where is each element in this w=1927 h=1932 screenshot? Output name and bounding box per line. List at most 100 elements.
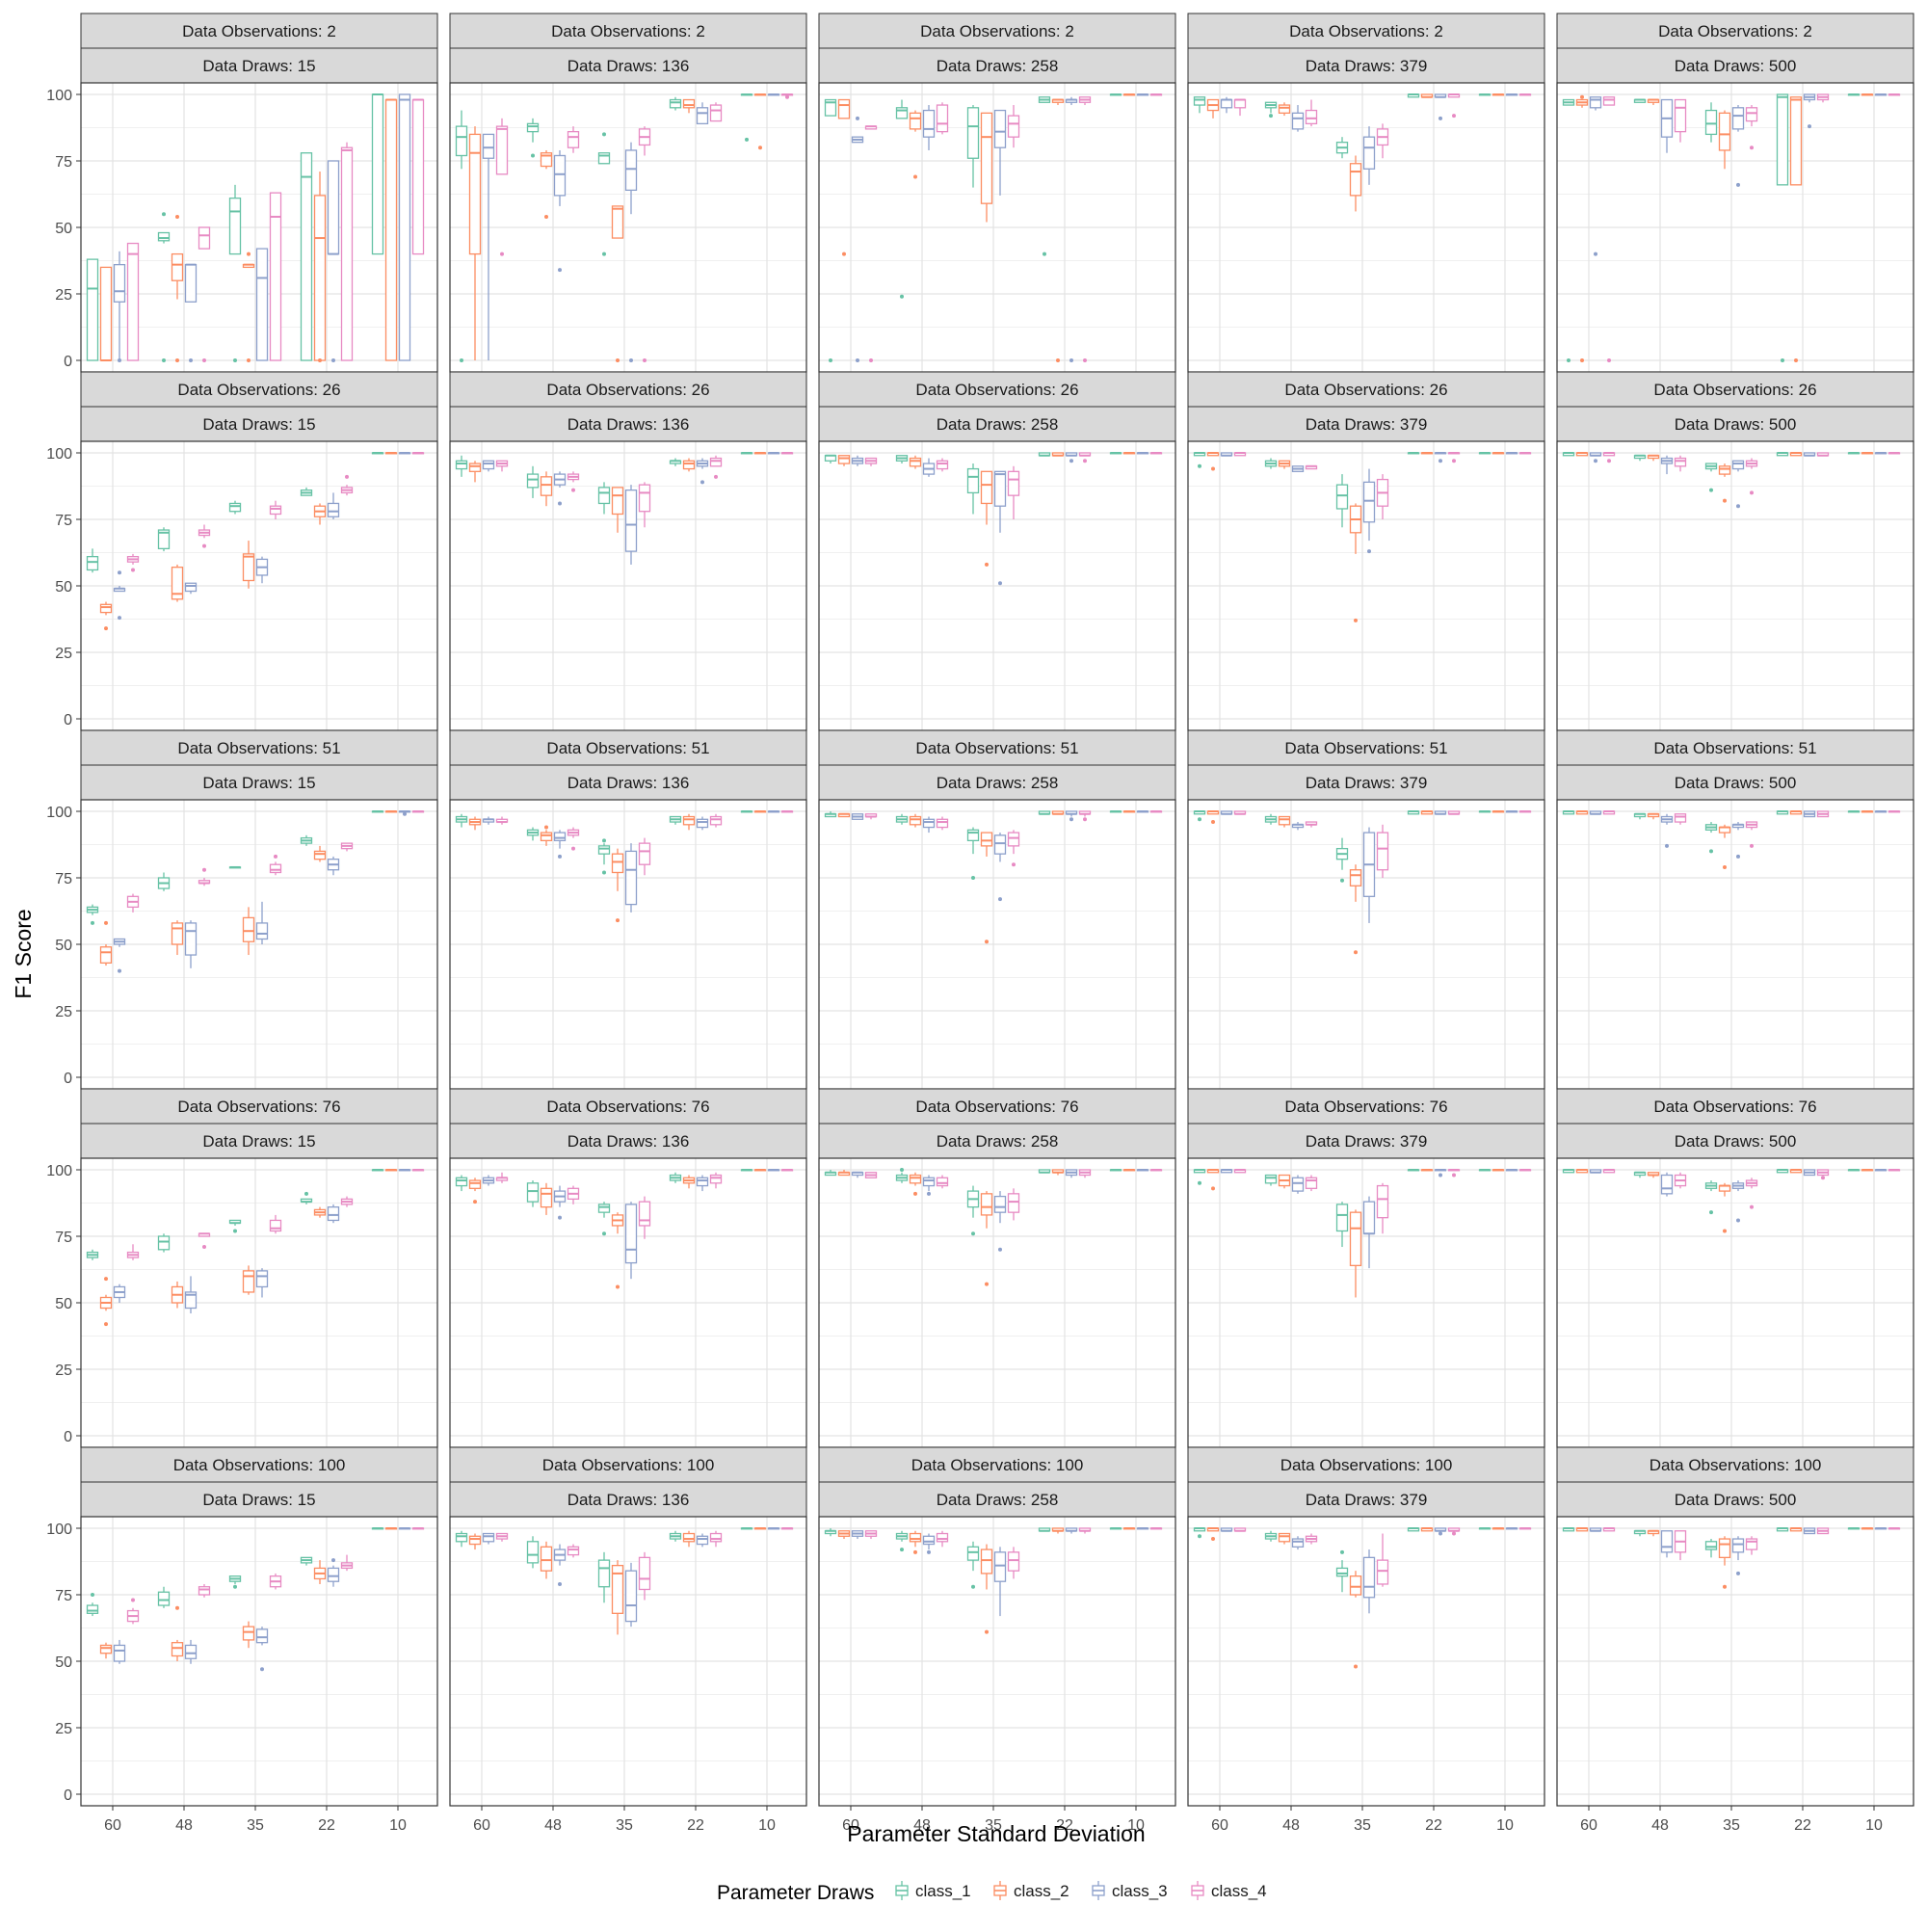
box-class_1 [300, 152, 313, 361]
box-body [993, 834, 1007, 855]
box-class_1 [86, 258, 99, 361]
x-tick-label: 22 [1056, 1817, 1073, 1834]
box-class_2 [753, 1169, 767, 1172]
box-body [1291, 112, 1305, 130]
outlier-point [202, 1245, 206, 1250]
strip-observations-label: Data Observations: 100 [542, 1456, 715, 1474]
outlier-point [616, 1284, 620, 1289]
box-class_2 [1647, 98, 1660, 106]
strip-observations [80, 1088, 438, 1125]
box-body [482, 460, 495, 470]
box-body [682, 815, 696, 826]
strip-observations-label: Data Observations: 76 [915, 1098, 1078, 1116]
box-class_3 [624, 1562, 638, 1628]
box-class_1 [86, 1249, 99, 1260]
box-class_3 [1803, 1527, 1816, 1535]
box-class_1 [1478, 93, 1491, 96]
box-class_3 [113, 570, 126, 621]
outlier-point [1269, 114, 1273, 119]
box-body [611, 853, 624, 874]
box-class_1 [669, 815, 682, 825]
strip-observations-label: Data Observations: 100 [173, 1456, 346, 1474]
outlier-point [1069, 817, 1073, 822]
box-class_3 [482, 816, 495, 825]
box-class_3 [696, 1533, 709, 1548]
strip-observations-label: Data Observations: 26 [1653, 381, 1816, 399]
box-class_2 [1718, 110, 1731, 170]
box-body [1007, 470, 1020, 496]
strip-draws [80, 1481, 438, 1518]
facet-panel: Data Observations: 26 Data Draws: 15 [80, 371, 438, 731]
outlier-point [998, 897, 1002, 902]
outlier-point [175, 358, 179, 362]
box-class_1 [371, 810, 384, 813]
box-class_1 [1193, 1527, 1206, 1539]
box-class_4 [1233, 452, 1247, 457]
box-class_1 [895, 1168, 909, 1183]
box-class_1 [1776, 452, 1789, 457]
box-body [157, 231, 171, 242]
box-class_4 [1078, 96, 1092, 362]
strip-observations [449, 13, 807, 49]
x-tick-label: 60 [1580, 1817, 1597, 1834]
box-class_4 [126, 553, 140, 572]
box-class_1 [1109, 1527, 1122, 1530]
x-tick-label: 35 [985, 1817, 1002, 1834]
outlier-point [1781, 358, 1784, 362]
box-body [597, 487, 611, 505]
box-body [966, 107, 980, 159]
box-class_1 [597, 838, 611, 875]
outlier-point [1439, 116, 1442, 120]
box-body [242, 1270, 255, 1293]
facet-panel: Data Observations: 2 Data Draws: 379 [1187, 13, 1545, 373]
box-class_4 [1447, 810, 1461, 815]
box-class_2 [171, 214, 184, 362]
box-class_2 [1420, 810, 1434, 815]
outlier-point [1198, 817, 1201, 822]
box-class_2 [611, 487, 624, 533]
outlier-point [571, 846, 575, 851]
strip-draws-label: Data Draws: 258 [937, 1132, 1059, 1151]
box-body [1362, 1556, 1376, 1599]
strip-draws [1556, 764, 1914, 801]
y-tick-label: 100 [46, 1163, 72, 1179]
box-class_1 [300, 1191, 313, 1204]
box-class_1 [455, 813, 468, 828]
box-class_3 [1589, 1169, 1602, 1174]
box-class_3 [851, 1171, 864, 1178]
box-class_2 [1861, 93, 1874, 96]
box-class_1 [86, 904, 99, 925]
strip-observations-label: Data Observations: 26 [546, 381, 709, 399]
outlier-point [331, 358, 335, 362]
box-class_1 [597, 482, 611, 515]
outlier-point [1594, 251, 1597, 256]
box-class_2 [1789, 1169, 1803, 1174]
box-class_4 [198, 1232, 211, 1250]
box-class_2 [909, 110, 922, 179]
box-body [482, 133, 495, 159]
box-class_2 [1718, 1182, 1731, 1233]
box-body [1589, 96, 1602, 109]
strip-observations-label: Data Observations: 51 [1284, 739, 1447, 757]
y-tick-label: 50 [55, 579, 72, 595]
box-body [455, 460, 468, 470]
box-body [184, 582, 198, 593]
y-tick-label: 50 [55, 938, 72, 954]
outlier-point [544, 214, 548, 219]
box-class_3 [184, 582, 198, 595]
outlier-point [842, 251, 846, 256]
strip-draws [818, 1123, 1176, 1159]
box-class_3 [1660, 1530, 1674, 1558]
box-class_2 [468, 126, 482, 360]
box-class_3 [624, 485, 638, 565]
strip-observations-label: Data Observations: 51 [177, 739, 340, 757]
box-class_3 [1874, 93, 1887, 96]
box-body [86, 1604, 99, 1614]
box-body [269, 1219, 282, 1232]
strip-observations [80, 1446, 438, 1483]
outlier-point [700, 480, 704, 485]
strip-observations-label: Data Observations: 76 [177, 1098, 340, 1116]
box-body [255, 1628, 269, 1644]
box-body [1278, 815, 1291, 826]
box-body [980, 1548, 993, 1575]
